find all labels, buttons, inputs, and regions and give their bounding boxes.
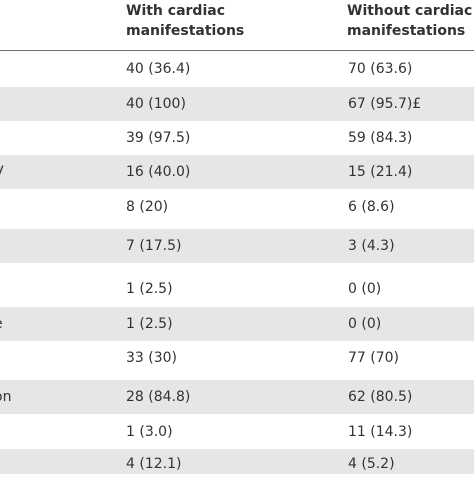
with-cardiac-value: 4 (12.1) [126, 456, 182, 472]
header-without-cardiac-line1: Without cardiac [347, 3, 473, 19]
with-cardiac-value: 39 (97.5) [126, 130, 191, 146]
without-cardiac-value: 11 (14.3) [348, 424, 413, 440]
with-cardiac-value: 1 (3.0) [126, 424, 173, 440]
table-row: 8 (20) 6 (8.6) [0, 190, 474, 224]
without-cardiac-value: 15 (21.4) [348, 164, 413, 180]
table-row: on 28 (84.8) 62 (80.5) [0, 380, 474, 414]
with-cardiac-value: 1 (2.5) [126, 281, 173, 297]
with-cardiac-value: 8 (20) [126, 199, 169, 215]
without-cardiac-value: 3 (4.3) [348, 238, 395, 254]
row-label: e [0, 307, 14, 341]
without-cardiac-value: 70 (63.6) [348, 61, 413, 77]
table-row: 40 (100) 67 (95.7)£ [0, 87, 474, 121]
without-cardiac-value: 0 (0) [348, 316, 382, 332]
header-without-cardiac-line2: manifestations [347, 23, 466, 39]
without-cardiac-value: 0 (0) [348, 281, 382, 297]
without-cardiac-value: 77 (70) [348, 350, 400, 366]
table-row: 33 (30) 77 (70) [0, 341, 474, 375]
without-cardiac-value: 4 (5.2) [348, 456, 395, 472]
table-row: 7 (17.5) 3 (4.3) [0, 229, 474, 263]
without-cardiac-value: 62 (80.5) [348, 389, 413, 405]
row-label: on [0, 389, 12, 405]
with-cardiac-value: 33 (30) [126, 350, 178, 366]
header-without-cardiac: Without cardiac manifestations [347, 1, 472, 41]
table-row: 40 (36.4) 70 (63.6) [0, 52, 474, 86]
table-row: 1 (3.0) 11 (14.3) [0, 415, 474, 449]
table-row: 4 (12.1) 4 (5.2) [0, 449, 474, 474]
table-header: With cardiac manifestations Without card… [0, 0, 474, 51]
row-label: V [0, 155, 14, 189]
header-with-cardiac-line1: With cardiac [126, 3, 225, 19]
header-with-cardiac: With cardiac manifestations [126, 1, 244, 41]
header-with-cardiac-line2: manifestations [126, 23, 245, 39]
without-cardiac-value: 67 (95.7)£ [348, 96, 422, 112]
table-row: 39 (97.5) 59 (84.3) [0, 121, 474, 155]
with-cardiac-value: 40 (36.4) [126, 61, 191, 77]
table-row: V 16 (40.0) 15 (21.4) [0, 155, 474, 189]
without-cardiac-value: 59 (84.3) [348, 130, 413, 146]
without-cardiac-value: 6 (8.6) [348, 199, 395, 215]
table-row: 1 (2.5) 0 (0) [0, 272, 474, 306]
with-cardiac-value: 7 (17.5) [126, 238, 182, 254]
with-cardiac-value: 40 (100) [126, 96, 186, 112]
with-cardiac-value: 1 (2.5) [126, 316, 173, 332]
with-cardiac-value: 16 (40.0) [126, 164, 191, 180]
table-row: e 1 (2.5) 0 (0) [0, 307, 474, 341]
with-cardiac-value: 28 (84.8) [126, 389, 191, 405]
